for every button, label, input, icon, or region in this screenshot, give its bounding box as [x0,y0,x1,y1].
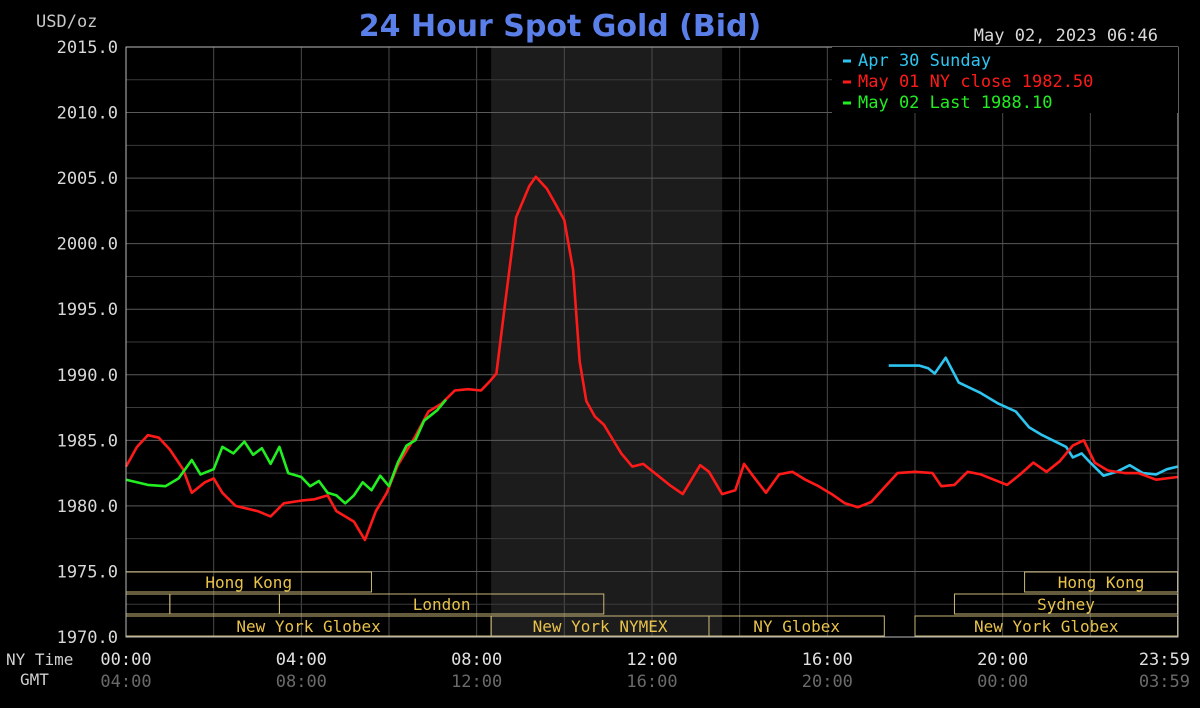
y-tick-label: 2015.0 [57,38,118,58]
chart-title: 24 Hour Spot Gold (Bid) [359,9,761,44]
series-line [888,356,1178,477]
session-label: New York NYMEX [533,617,668,636]
plot-border [125,46,1179,638]
y-tick-label: 1995.0 [57,300,118,320]
y-tick-label: 1980.0 [57,497,118,517]
y-tick-label: 2000.0 [57,235,118,255]
y-tick-label: 1985.0 [57,431,118,451]
series-line [125,398,447,505]
x-tick-label-gmt: 12:00 [451,672,502,692]
x-tick-label-gmt: 00:00 [977,672,1028,692]
x-tick-label-gmt: 04:00 [100,672,151,692]
legend-entry: Apr 30 Sunday [858,51,991,71]
x-tick-label-ny: 20:00 [977,650,1028,670]
session-box [278,593,605,615]
y-axis-unit-label: USD/oz [36,12,97,32]
session-label: NY Globex [753,617,840,636]
session-label: Sydney [1037,595,1095,614]
timestamp: May 02, 2023 06:46 [974,26,1158,46]
y-tick-label: 1970.0 [57,628,118,648]
session-label: New York Globex [974,617,1119,636]
gmt-row-label: GMT [20,670,49,689]
y-tick-label: 1975.0 [57,562,118,582]
legend-box [832,47,1178,113]
y-tick-label: 1990.0 [57,366,118,386]
y-tick-label: 2010.0 [57,104,118,124]
x-tick-label-ny: 00:00 [100,650,151,670]
y-tick-label: 2005.0 [57,169,118,189]
session-label: Hong Kong [1058,573,1145,592]
x-tick-label-ny: 16:00 [802,650,853,670]
x-tick-label-ny: 08:00 [451,650,502,670]
ny-time-row-label: NY Time [6,650,73,669]
x-tick-label-gmt: 16:00 [626,672,677,692]
session-label: London [413,595,471,614]
session-label: Hong Kong [205,573,292,592]
x-tick-label-ny: 04:00 [276,650,327,670]
x-tick-label-gmt: 20:00 [802,672,853,692]
legend-entry: May 01 NY close 1982.50 [858,72,1093,92]
x-tick-label-ny: 23:59 [1139,650,1190,670]
x-tick-label-ny: 12:00 [626,650,677,670]
x-tick-label-gmt: 03:59 [1139,672,1190,692]
session-box [708,615,885,637]
x-tick-label-gmt: 08:00 [276,672,327,692]
series-line [124,175,1178,542]
session-label: New York Globex [236,617,381,636]
legend-entry: May 02 Last 1988.10 [858,93,1052,113]
